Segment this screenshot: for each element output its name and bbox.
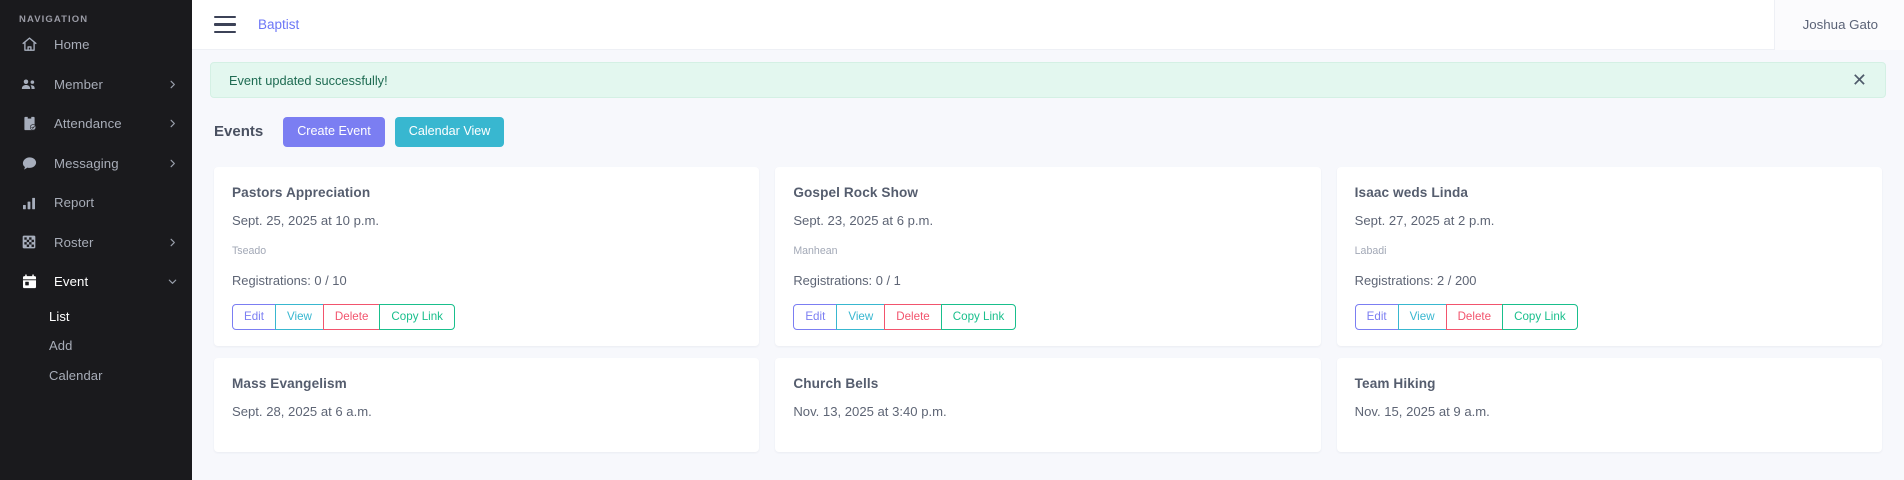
- chat-bubble-icon: [19, 153, 39, 173]
- event-title: Isaac weds Linda: [1354, 184, 1469, 200]
- event-delete-button[interactable]: Delete: [1445, 303, 1504, 331]
- event-edit-button[interactable]: Edit: [793, 303, 838, 331]
- event-title: Pastors Appreciation: [232, 184, 371, 200]
- hamburger-icon[interactable]: [214, 16, 236, 33]
- event-date: Sept. 27, 2025 at 2 p.m.: [1354, 212, 1495, 228]
- event-edit-button[interactable]: Edit: [1354, 303, 1399, 331]
- event-card-wrapper: Pastors Appreciation Sept. 25, 2025 at 10…: [206, 161, 767, 353]
- event-venue: Tseado: [232, 244, 267, 257]
- sidebar-subitem-label: List: [49, 308, 70, 324]
- create-event-button[interactable]: Create Event: [283, 117, 385, 147]
- sidebar-item-event[interactable]: Event: [0, 262, 192, 302]
- chevron-right-icon[interactable]: [167, 79, 178, 90]
- event-date: Nov. 15, 2025 at 9 a.m.: [1354, 404, 1490, 420]
- event-delete-button[interactable]: Delete: [884, 303, 942, 331]
- calendar-view-button[interactable]: Calendar View: [394, 117, 505, 147]
- event-delete-button[interactable]: Delete: [322, 303, 381, 331]
- sidebar-item-report[interactable]: Report: [0, 183, 192, 223]
- event-venue: Manhean: [793, 244, 838, 257]
- calendar-icon: [19, 272, 39, 292]
- event-date: Sept. 25, 2025 at 10 p.m.: [232, 212, 380, 228]
- event-card: Pastors Appreciation Sept. 25, 2025 at 10…: [214, 166, 760, 347]
- home-icon: [19, 35, 39, 55]
- sidebar: NAVIGATION Home Member Attendance Messaging…: [0, 0, 192, 480]
- sidebar-item-label: Messaging: [54, 155, 119, 171]
- chevron-right-icon[interactable]: [167, 118, 178, 129]
- event-venue: Labadi: [1354, 244, 1387, 257]
- event-edit-button[interactable]: Edit: [232, 303, 276, 331]
- sidebar-subitem-label: Add: [49, 338, 73, 354]
- event-copy-button[interactable]: Copy Link: [940, 303, 1017, 331]
- clipboard-check-icon: [19, 114, 39, 134]
- event-action-group: Edit View Delete Copy Link: [232, 303, 455, 331]
- event-date: Nov. 13, 2025 at 3:40 p.m.: [793, 404, 947, 420]
- event-title: Mass Evangelism: [232, 376, 347, 392]
- event-card-wrapper: Church Bells Nov. 13, 2025 at 3:40 p.m.: [767, 352, 1328, 458]
- sidebar-item-label: Member: [54, 76, 103, 92]
- close-icon[interactable]: ✕: [1851, 70, 1867, 90]
- sidebar-item-home[interactable]: Home: [0, 25, 192, 65]
- sidebar-subitem-label: Calendar: [49, 367, 103, 383]
- event-card: Isaac weds Linda Sept. 27, 2025 at 2 p.m.…: [1336, 166, 1882, 347]
- chevron-right-icon[interactable]: [167, 158, 178, 169]
- bar-chart-icon: [19, 193, 39, 213]
- event-title: Team Hiking: [1354, 376, 1436, 392]
- event-registrations: Registrations: 0 / 1: [793, 272, 901, 288]
- sidebar-nav-list: Home Member Attendance Messaging Report Roste…: [0, 25, 192, 390]
- event-registrations: Registrations: 2 / 200: [1354, 272, 1477, 288]
- brand-link[interactable]: Baptist: [258, 17, 300, 32]
- event-view-button[interactable]: View: [1397, 303, 1447, 331]
- event-card: Church Bells Nov. 13, 2025 at 3:40 p.m.: [775, 358, 1321, 453]
- sidebar-item-roster[interactable]: Roster: [0, 223, 192, 263]
- event-card-wrapper: Mass Evangelism Sept. 28, 2025 at 6 a.m.: [206, 352, 767, 458]
- page-title: Events: [214, 123, 264, 141]
- event-card: Team Hiking Nov. 15, 2025 at 9 a.m.: [1336, 358, 1882, 453]
- event-registrations: Registrations: 0 / 10: [232, 272, 347, 288]
- event-card-wrapper: Isaac weds Linda Sept. 27, 2025 at 2 p.m.…: [1329, 161, 1890, 353]
- event-date: Sept. 23, 2025 at 6 p.m.: [793, 212, 934, 228]
- event-copy-button[interactable]: Copy Link: [1502, 303, 1578, 331]
- event-view-button[interactable]: View: [836, 303, 886, 331]
- sidebar-item-member[interactable]: Member: [0, 65, 192, 105]
- event-copy-button[interactable]: Copy Link: [379, 303, 455, 331]
- user-menu[interactable]: Joshua Gato: [1773, 0, 1904, 50]
- people-icon: [19, 74, 39, 94]
- alert-message: Event updated successfully!: [229, 72, 388, 88]
- sidebar-item-label: Attendance: [54, 116, 122, 132]
- sidebar-item-attendance[interactable]: Attendance: [0, 104, 192, 144]
- event-card: Mass Evangelism Sept. 28, 2025 at 6 a.m.: [214, 358, 760, 453]
- sidebar-subitem-add[interactable]: Add: [0, 331, 192, 361]
- event-date: Sept. 28, 2025 at 6 a.m.: [232, 404, 372, 420]
- top-bar: Baptist Joshua Gato: [192, 0, 1904, 50]
- chevron-down-icon[interactable]: [167, 276, 178, 287]
- event-title: Gospel Rock Show: [793, 184, 919, 200]
- event-action-group: Edit View Delete Copy Link: [1354, 303, 1578, 331]
- chevron-right-icon[interactable]: [167, 237, 178, 248]
- event-card-wrapper: Gospel Rock Show Sept. 23, 2025 at 6 p.m.…: [767, 161, 1328, 353]
- sidebar-item-messaging[interactable]: Messaging: [0, 144, 192, 184]
- event-title: Church Bells: [793, 376, 879, 392]
- sidebar-item-label: Event: [54, 274, 89, 290]
- sidebar-item-label: Home: [54, 37, 90, 53]
- sidebar-subitem-calendar[interactable]: Calendar: [0, 361, 192, 391]
- sidebar-subitem-list[interactable]: List: [0, 302, 192, 332]
- sidebar-item-label: Roster: [54, 234, 94, 250]
- sidebar-item-label: Report: [54, 195, 95, 211]
- events-toolbar: Events Create Event Calendar View: [192, 98, 1904, 147]
- event-card: Gospel Rock Show Sept. 23, 2025 at 6 p.m.…: [775, 166, 1321, 347]
- main-content: Baptist Joshua Gato Event updated succes…: [192, 0, 1904, 480]
- event-action-group: Edit View Delete Copy Link: [793, 303, 1017, 331]
- sidebar-heading: NAVIGATION: [19, 14, 89, 25]
- event-view-button[interactable]: View: [274, 303, 324, 331]
- success-alert: Event updated successfully! ✕: [210, 62, 1886, 98]
- events-card-grid: Pastors Appreciation Sept. 25, 2025 at 10…: [192, 147, 1904, 459]
- event-card-wrapper: Team Hiking Nov. 15, 2025 at 9 a.m.: [1329, 352, 1890, 458]
- grid-icon: [19, 232, 39, 252]
